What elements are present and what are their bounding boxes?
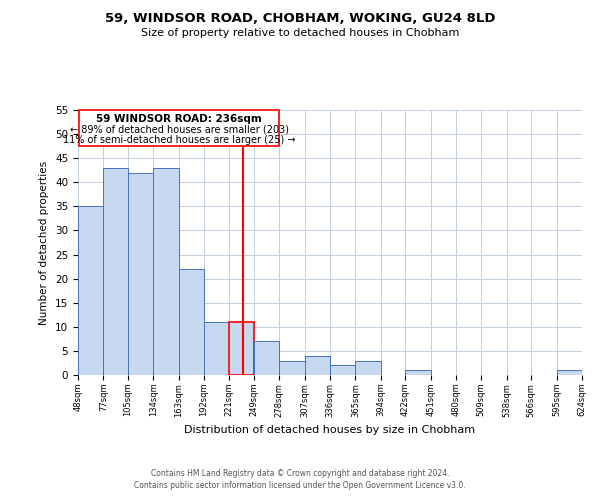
Text: Contains public sector information licensed under the Open Government Licence v3: Contains public sector information licen… [134, 481, 466, 490]
FancyBboxPatch shape [79, 110, 279, 146]
Bar [229, 322, 254, 375]
X-axis label: Distribution of detached houses by size in Chobham: Distribution of detached houses by size … [184, 425, 476, 435]
Y-axis label: Number of detached properties: Number of detached properties [40, 160, 49, 324]
Bar [128, 172, 153, 375]
Bar [204, 322, 229, 375]
Bar [557, 370, 582, 375]
Text: ← 89% of detached houses are smaller (203): ← 89% of detached houses are smaller (20… [70, 124, 289, 134]
Bar [305, 356, 330, 375]
Bar [279, 360, 305, 375]
Text: 59, WINDSOR ROAD, CHOBHAM, WOKING, GU24 8LD: 59, WINDSOR ROAD, CHOBHAM, WOKING, GU24 … [105, 12, 495, 26]
Text: 11% of semi-detached houses are larger (25) →: 11% of semi-detached houses are larger (… [63, 135, 295, 145]
Text: Size of property relative to detached houses in Chobham: Size of property relative to detached ho… [141, 28, 459, 38]
Bar [355, 360, 381, 375]
Text: Contains HM Land Registry data © Crown copyright and database right 2024.: Contains HM Land Registry data © Crown c… [151, 468, 449, 477]
Bar [153, 168, 179, 375]
Bar [103, 168, 128, 375]
Text: 59 WINDSOR ROAD: 236sqm: 59 WINDSOR ROAD: 236sqm [96, 114, 262, 124]
Bar [179, 269, 204, 375]
Bar [254, 342, 279, 375]
Bar [330, 366, 355, 375]
Bar [78, 206, 103, 375]
Bar [405, 370, 431, 375]
